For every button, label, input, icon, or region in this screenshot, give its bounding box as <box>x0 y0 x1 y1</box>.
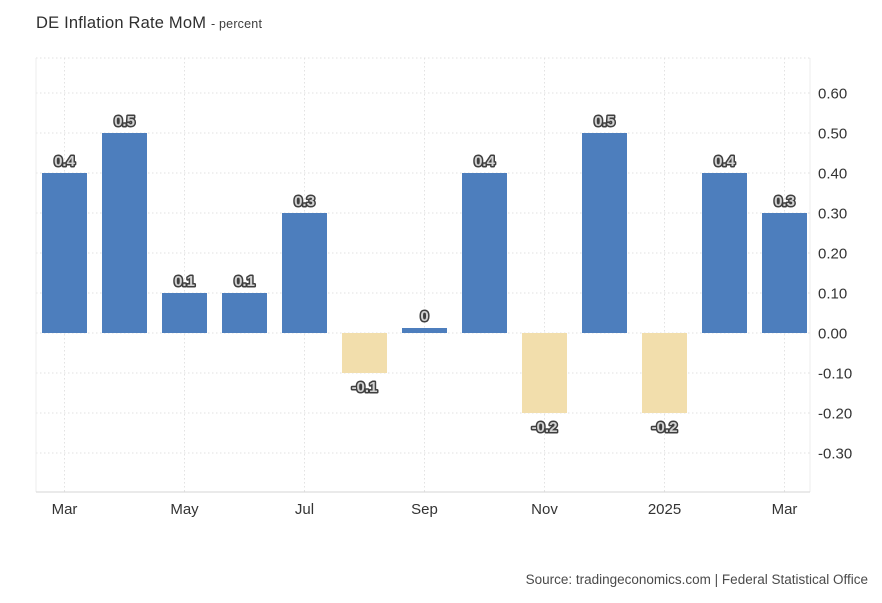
bar-value-label: 0.1 <box>234 273 255 290</box>
y-axis-tick-label: 0.50 <box>818 126 847 143</box>
x-axis-tick-label: Sep <box>411 501 438 518</box>
bar-negative <box>522 333 567 413</box>
y-axis-tick-label: -0.20 <box>818 406 852 423</box>
bar-positive <box>102 133 147 333</box>
bar-positive <box>702 173 747 333</box>
x-axis-tick-label: Jul <box>295 501 314 518</box>
bar-positive <box>762 213 807 333</box>
bar-negative <box>642 333 687 413</box>
source-attribution: Source: tradingeconomics.com | Federal S… <box>525 572 868 587</box>
bar-value-label: 0.3 <box>294 193 315 210</box>
y-axis-tick-label: -0.30 <box>818 446 852 463</box>
bar-value-label: -0.2 <box>532 419 558 436</box>
y-axis-tick-label: 0.20 <box>818 246 847 263</box>
bar-value-label: 0.4 <box>474 153 496 170</box>
x-axis-tick-label: May <box>170 501 199 518</box>
bar-positive <box>42 173 87 333</box>
bar-value-label: 0.3 <box>774 193 795 210</box>
x-axis-tick-label: Mar <box>772 501 798 518</box>
y-axis-tick-label: -0.10 <box>818 366 852 383</box>
y-axis-tick-label: 0.00 <box>818 326 847 343</box>
bar-value-label: 0.1 <box>174 273 195 290</box>
chart-title: DE Inflation Rate MoM - percent <box>36 14 262 33</box>
bar-positive <box>282 213 327 333</box>
bar-positive <box>222 293 267 333</box>
bar-positive <box>462 173 507 333</box>
bar-positive <box>402 328 447 333</box>
x-axis-tick-label: Nov <box>531 501 558 518</box>
y-axis-tick-label: 0.40 <box>818 166 847 183</box>
bar-negative <box>342 333 387 373</box>
y-axis-tick-label: 0.30 <box>818 206 847 223</box>
chart-subtitle: - percent <box>210 17 263 31</box>
bar-positive <box>582 133 627 333</box>
bar-value-label: 0.5 <box>594 113 615 130</box>
bar-value-label: 0.5 <box>114 113 135 130</box>
chart-title-text: DE Inflation Rate MoM <box>36 14 207 32</box>
bar-value-label: 0.4 <box>54 153 76 170</box>
y-axis-tick-label: 0.10 <box>818 286 847 303</box>
bar-value-label: 0.4 <box>714 153 736 170</box>
x-axis-tick-label: Mar <box>52 501 78 518</box>
bar-value-label: 0 <box>420 308 428 325</box>
bar-positive <box>162 293 207 333</box>
x-axis-tick-label: 2025 <box>648 501 681 518</box>
bar-value-label: -0.1 <box>352 379 378 396</box>
bar-value-label: -0.2 <box>652 419 678 436</box>
y-axis-tick-label: 0.60 <box>818 86 847 103</box>
